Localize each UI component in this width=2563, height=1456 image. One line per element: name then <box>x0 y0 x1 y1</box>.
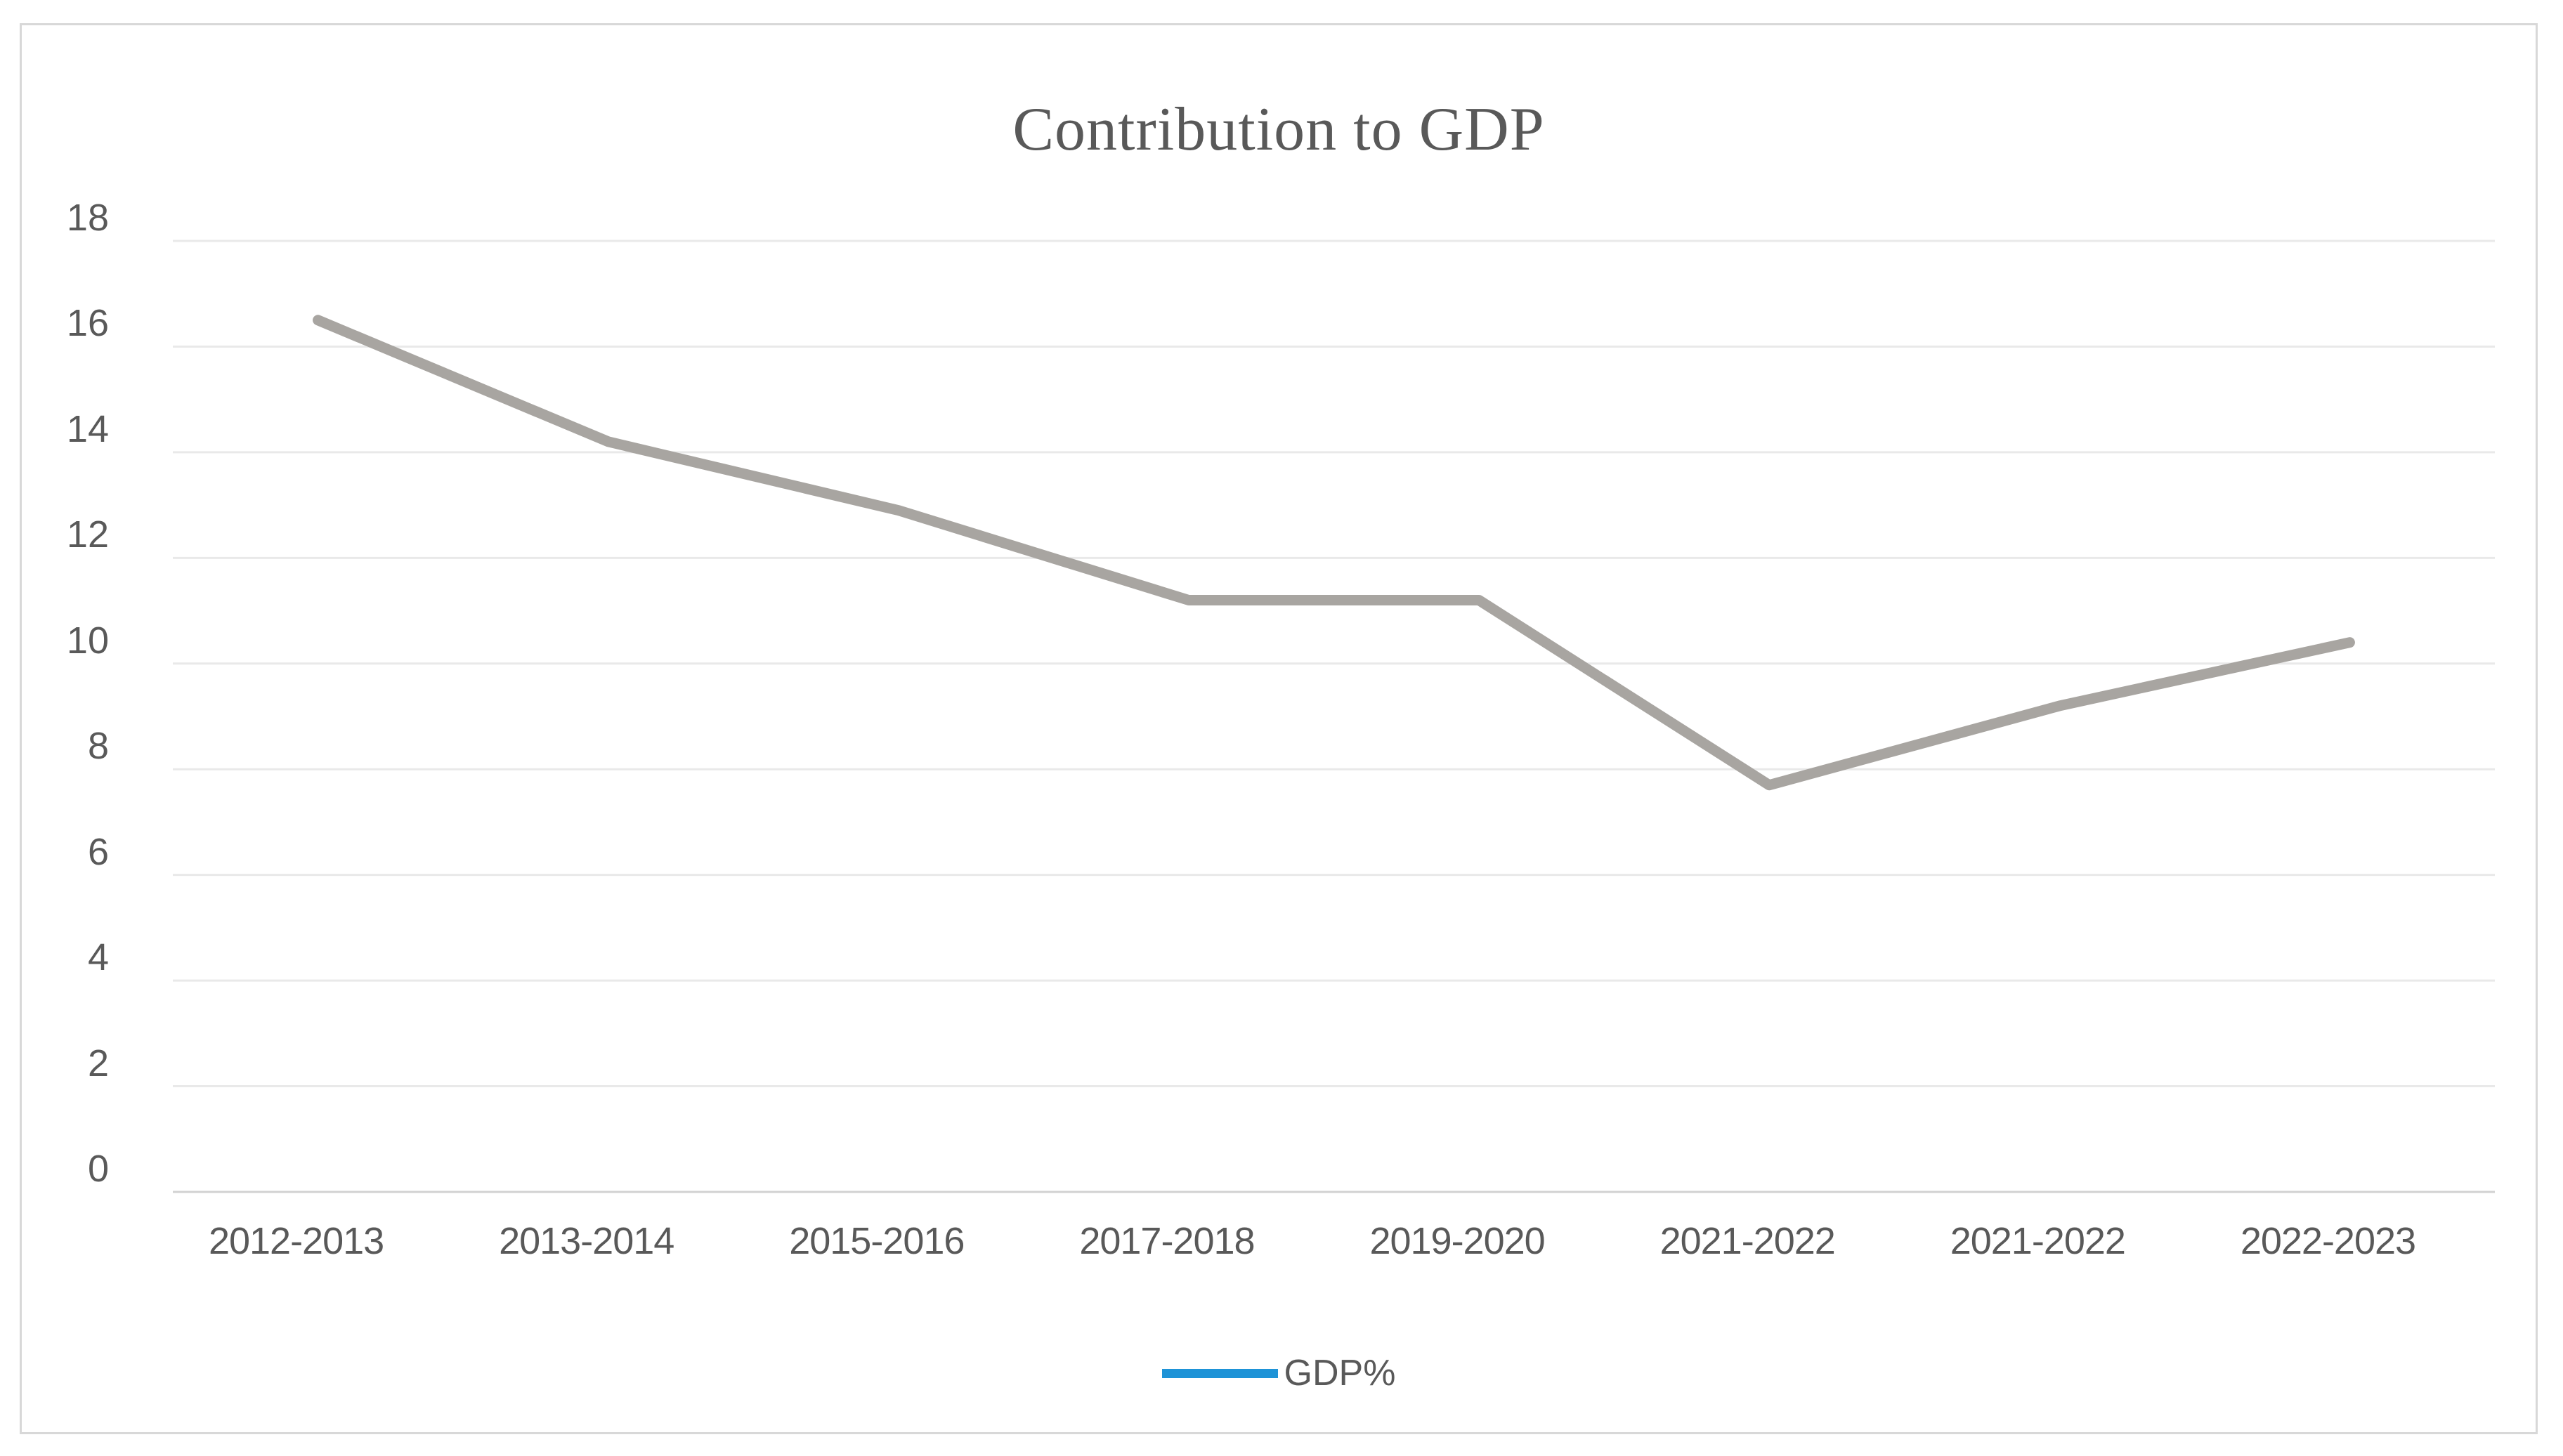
y-axis-tick-label: 4 <box>87 936 109 979</box>
gridlines-group <box>173 240 2495 1193</box>
x-axis-tick-label: 2012-2013 <box>208 1220 384 1262</box>
x-axis-tick-label: 2021-2022 <box>1659 1220 1836 1262</box>
y-axis-tick-label: 14 <box>66 407 109 450</box>
y-axis-tick-label: 10 <box>66 619 109 662</box>
legend: GDP% <box>22 1350 2536 1396</box>
y-axis-tick-label: 6 <box>87 830 109 873</box>
legend-line-swatch-icon <box>1161 1368 1278 1378</box>
y-axis-tick-label: 0 <box>87 1148 109 1190</box>
x-axis-tick-label: 2022-2023 <box>2240 1220 2416 1262</box>
y-axis-tick-label: 12 <box>66 513 109 556</box>
y-axis-tick-label: 8 <box>87 725 109 768</box>
chart-title: Contribution to GDP <box>1012 96 1545 164</box>
series-lines-group <box>313 315 2355 791</box>
y-axis-tick-label: 18 <box>66 197 109 239</box>
x-axis-tick-label: 2017-2018 <box>1079 1220 1255 1262</box>
legend-label: GDP% <box>1284 1353 1396 1393</box>
gdp-line <box>313 315 2355 791</box>
y-axis-tick-label: 2 <box>87 1042 109 1084</box>
plot-area <box>173 240 2495 1193</box>
y-axis-tick-label: 16 <box>66 302 109 345</box>
x-axis-tick-label: 2015-2016 <box>789 1220 965 1262</box>
x-axis-tick-label: 2021-2022 <box>1950 1220 2126 1262</box>
chart-frame: Contribution to GDP 0 2 4 6 8 10 12 14 16 18 2012… <box>20 23 2538 1434</box>
x-axis-tick-label: 2019-2020 <box>1369 1220 1545 1262</box>
x-axis-tick-label: 2013-2014 <box>499 1220 674 1262</box>
